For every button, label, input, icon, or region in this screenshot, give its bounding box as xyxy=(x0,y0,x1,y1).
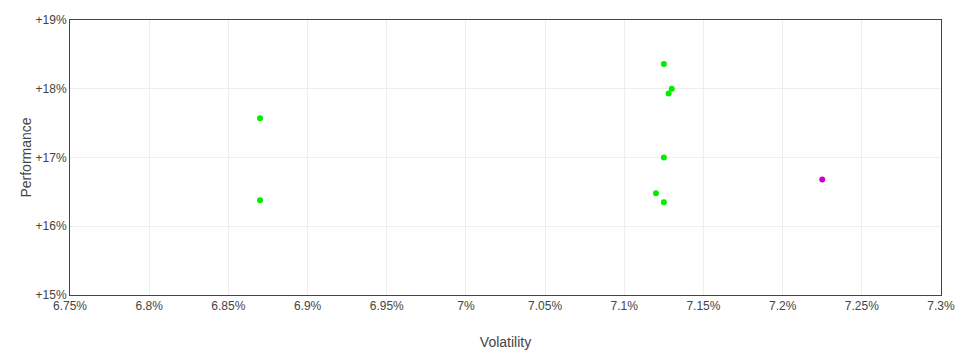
svg-text:+17%: +17% xyxy=(36,151,67,165)
svg-text:+16%: +16% xyxy=(36,219,67,233)
svg-text:+15%: +15% xyxy=(36,288,67,302)
svg-text:7.15%: 7.15% xyxy=(686,299,720,313)
svg-text:Volatility: Volatility xyxy=(480,334,531,350)
svg-text:+18%: +18% xyxy=(36,82,67,96)
svg-text:7.1%: 7.1% xyxy=(611,299,639,313)
svg-text:7%: 7% xyxy=(457,299,475,313)
svg-text:6.95%: 6.95% xyxy=(370,299,404,313)
svg-text:6.8%: 6.8% xyxy=(136,299,164,313)
svg-text:Performance: Performance xyxy=(18,117,34,197)
svg-text:6.75%: 6.75% xyxy=(53,299,87,313)
svg-text:+19%: +19% xyxy=(36,13,67,27)
svg-text:7.05%: 7.05% xyxy=(528,299,562,313)
svg-text:7.2%: 7.2% xyxy=(769,299,797,313)
svg-text:6.85%: 6.85% xyxy=(211,299,245,313)
svg-text:6.9%: 6.9% xyxy=(294,299,322,313)
svg-text:7.25%: 7.25% xyxy=(845,299,879,313)
svg-text:7.3%: 7.3% xyxy=(927,299,955,313)
